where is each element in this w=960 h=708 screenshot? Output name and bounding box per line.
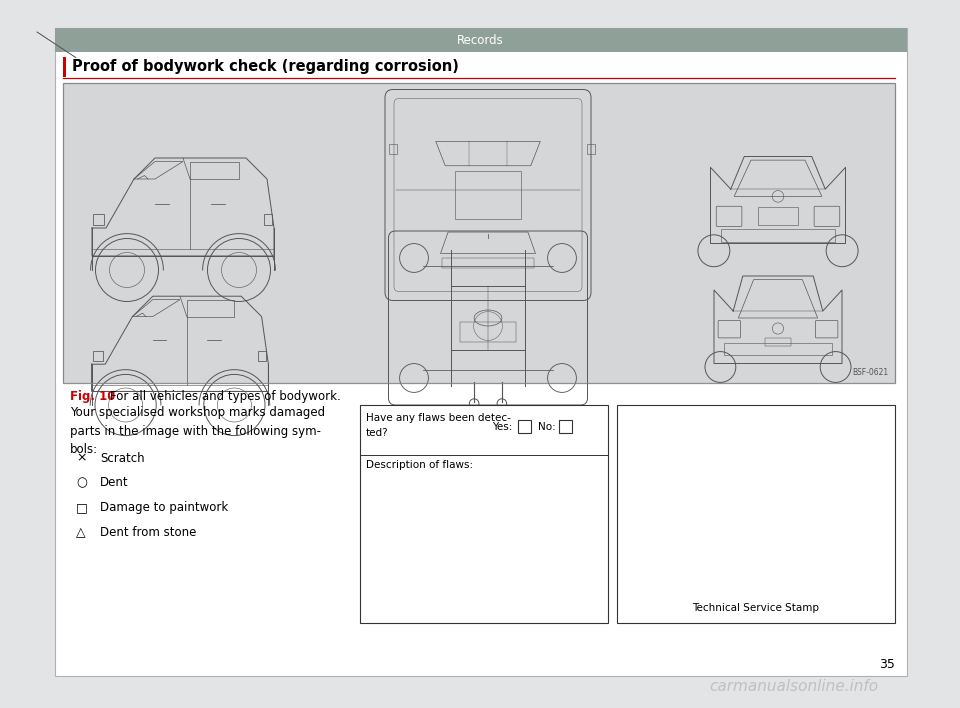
Text: ×: ×: [76, 452, 86, 464]
Text: For all vehicles and types of bodywork.: For all vehicles and types of bodywork.: [110, 390, 341, 403]
Bar: [455, 171, 521, 219]
Text: No:: No:: [538, 422, 556, 432]
Bar: [258, 350, 266, 361]
Bar: [559, 420, 572, 433]
Bar: [360, 405, 608, 623]
Text: Description of flaws:: Description of flaws:: [366, 460, 473, 470]
Bar: [263, 214, 272, 224]
Text: Your specialised workshop marks damaged
parts in the image with the following sy: Your specialised workshop marks damaged …: [70, 406, 325, 456]
Text: △: △: [76, 527, 85, 539]
Text: Technical Service Stamp: Technical Service Stamp: [692, 603, 820, 613]
Bar: [757, 207, 799, 225]
Bar: [55, 28, 907, 676]
Text: 35: 35: [879, 658, 895, 671]
Bar: [93, 214, 104, 224]
Bar: [63, 57, 66, 77]
Bar: [460, 322, 516, 342]
Text: Dent from stone: Dent from stone: [100, 527, 197, 539]
Text: ted?: ted?: [366, 428, 389, 438]
Text: Yes:: Yes:: [492, 422, 513, 432]
Bar: [55, 28, 907, 52]
Text: Fig. 10: Fig. 10: [70, 390, 115, 403]
Bar: [721, 229, 835, 242]
Bar: [63, 83, 895, 383]
Bar: [443, 258, 534, 268]
Bar: [587, 144, 595, 154]
Bar: [93, 350, 103, 361]
Text: BSF-0621: BSF-0621: [852, 368, 888, 377]
Text: Have any flaws been detec-: Have any flaws been detec-: [366, 413, 511, 423]
Bar: [518, 420, 531, 433]
Text: Records: Records: [457, 33, 503, 47]
Text: carmanualsonline.info: carmanualsonline.info: [708, 679, 878, 694]
Text: Proof of bodywork check (regarding corrosion): Proof of bodywork check (regarding corro…: [72, 59, 459, 74]
Text: Scratch: Scratch: [100, 452, 145, 464]
Text: ○: ○: [76, 476, 86, 489]
Bar: [765, 338, 791, 346]
Text: Damage to paintwork: Damage to paintwork: [100, 501, 228, 515]
Bar: [617, 405, 895, 623]
Bar: [724, 343, 832, 355]
Bar: [389, 144, 397, 154]
Text: □: □: [76, 501, 87, 515]
Text: Dent: Dent: [100, 476, 129, 489]
